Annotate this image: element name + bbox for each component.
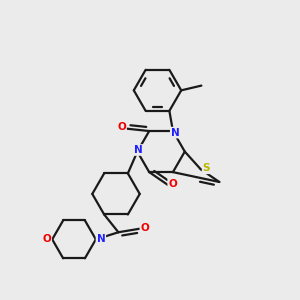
Text: N: N (171, 128, 179, 138)
Text: O: O (117, 122, 126, 132)
Text: O: O (43, 234, 51, 244)
Text: O: O (140, 223, 149, 233)
Text: S: S (202, 163, 210, 173)
Text: O: O (168, 178, 177, 189)
Text: N: N (134, 145, 143, 155)
Text: N: N (97, 234, 105, 244)
